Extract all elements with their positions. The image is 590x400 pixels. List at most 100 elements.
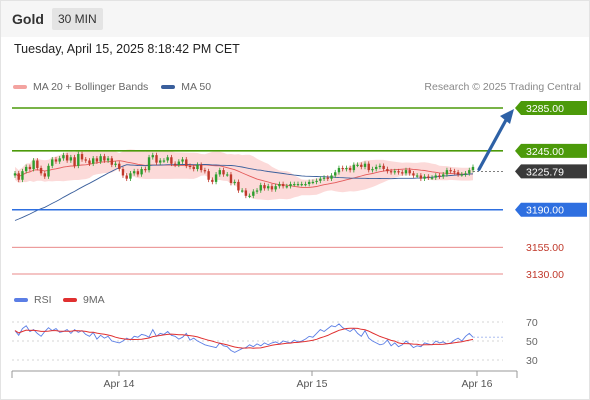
- candle-body: [460, 174, 464, 176]
- candle: [289, 181, 292, 189]
- candle-body: [240, 190, 244, 192]
- rsi-legend-label: RSI: [34, 294, 52, 306]
- candle: [155, 152, 158, 165]
- candle-body: [248, 195, 251, 198]
- candle: [88, 158, 91, 167]
- candle: [166, 154, 169, 163]
- candle-body: [293, 184, 296, 186]
- rsi-legend-swatch: [14, 298, 28, 302]
- candle-body: [233, 181, 236, 184]
- candle: [114, 161, 117, 168]
- candle: [47, 163, 50, 179]
- candle: [352, 162, 356, 173]
- candle-body: [99, 156, 102, 162]
- candle-body: [423, 176, 426, 179]
- credit-text: Research © 2025 Trading Central: [424, 81, 581, 93]
- candle-body: [229, 174, 233, 183]
- candle-body: [278, 184, 281, 187]
- candle: [237, 179, 240, 193]
- candle: [80, 151, 84, 162]
- candle-body: [334, 172, 337, 176]
- candle-body: [267, 186, 270, 189]
- candle: [252, 189, 255, 199]
- candle-body: [296, 184, 300, 186]
- candle-body: [196, 164, 199, 170]
- candle: [203, 167, 207, 174]
- candle-body: [203, 170, 207, 172]
- timeframe-button[interactable]: 30 MIN: [52, 8, 103, 30]
- candle: [118, 161, 121, 172]
- candle-body: [326, 177, 329, 179]
- candle: [170, 154, 173, 167]
- x-tick-label: Apr 16: [462, 378, 493, 390]
- candle: [259, 182, 262, 193]
- candle-body: [125, 175, 128, 179]
- candle: [449, 167, 452, 174]
- candle-body: [285, 186, 289, 188]
- candle: [281, 181, 285, 189]
- candle-body: [91, 158, 95, 164]
- candle-body: [300, 184, 303, 186]
- candle: [43, 170, 46, 179]
- candle-body: [427, 176, 430, 178]
- candle: [36, 158, 39, 171]
- candle-body: [419, 175, 423, 179]
- candle-body: [121, 169, 125, 176]
- x-tick-label: Apr 15: [297, 378, 328, 390]
- candle: [99, 153, 102, 164]
- candle-body: [140, 169, 143, 175]
- candle-body: [218, 170, 221, 175]
- candle: [415, 173, 419, 178]
- candle: [218, 167, 221, 177]
- candle: [270, 183, 274, 192]
- rsi-tick-30: 30: [526, 355, 538, 367]
- candle-body: [315, 180, 318, 183]
- datetime-stamp: Tuesday, April 15, 2025 8:18:42 PM CET: [14, 42, 240, 56]
- candle: [185, 157, 188, 169]
- candle-body: [51, 159, 54, 166]
- candle: [382, 163, 385, 172]
- candle: [173, 161, 177, 168]
- candle: [233, 179, 236, 186]
- candle: [404, 167, 408, 176]
- target-arrow-shaft: [477, 118, 508, 172]
- candle-body: [226, 174, 229, 176]
- candle-body: [341, 167, 344, 170]
- ma50-line: [14, 163, 474, 221]
- candle-body: [114, 163, 117, 165]
- candle-body: [456, 172, 460, 175]
- candle-body: [449, 170, 452, 172]
- level-label-3285.00: 3285.00: [526, 103, 564, 115]
- legend-ma50: MA 50: [161, 81, 211, 93]
- candle: [300, 181, 303, 187]
- candle-body: [162, 160, 166, 162]
- candle-body: [453, 171, 456, 173]
- candle-body: [214, 174, 218, 182]
- candle: [427, 174, 430, 180]
- candle: [304, 181, 307, 187]
- candle: [51, 157, 54, 169]
- candle-body: [73, 157, 76, 166]
- candle: [311, 179, 315, 185]
- rsi-ma-line: [14, 327, 474, 349]
- candle: [296, 181, 300, 187]
- level-label-3245.00: 3245.00: [526, 146, 564, 158]
- candle-body: [438, 175, 441, 177]
- candle: [393, 168, 397, 175]
- candle: [464, 170, 467, 177]
- target-arrow-head: [500, 109, 514, 124]
- candle-body: [181, 159, 184, 162]
- candle: [345, 165, 348, 172]
- candle-body: [185, 159, 188, 166]
- candle: [181, 157, 184, 164]
- candle: [199, 162, 203, 173]
- candle: [21, 168, 24, 183]
- candle-body: [352, 164, 356, 171]
- candle: [151, 152, 154, 160]
- candle-body: [430, 177, 434, 179]
- legend-ma50-swatch: [161, 85, 176, 89]
- level-label-3190.00: 3190.00: [526, 205, 564, 217]
- candle-body: [374, 166, 378, 170]
- candle: [58, 155, 61, 164]
